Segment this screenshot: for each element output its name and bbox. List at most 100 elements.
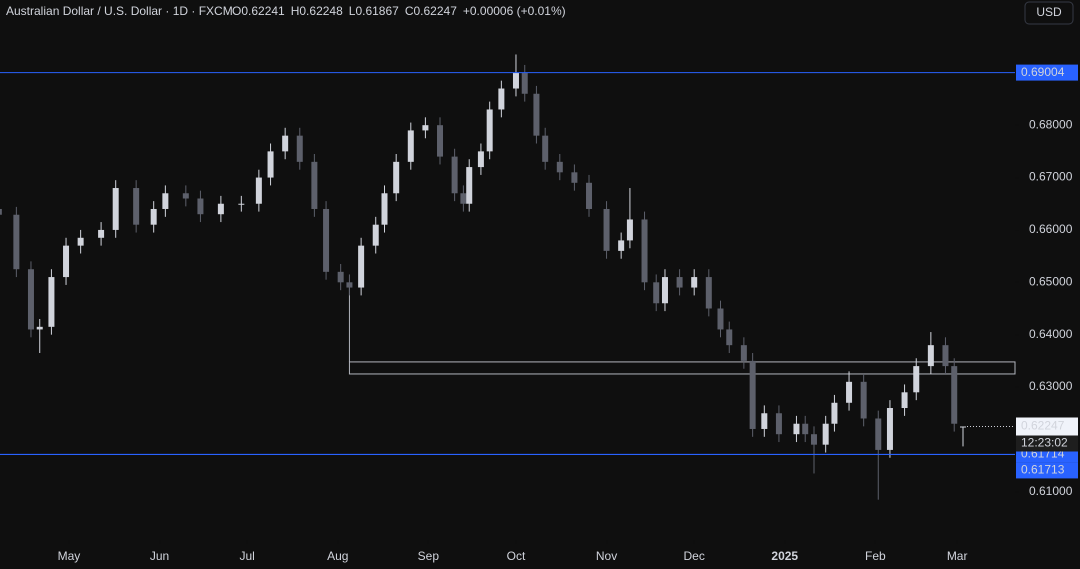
candle-body [521, 72, 528, 94]
candle-body [197, 198, 204, 215]
candle-body [951, 366, 958, 424]
candle-body [822, 423, 829, 445]
candle-body [717, 308, 724, 330]
candle-body [603, 208, 610, 251]
candle-body [913, 366, 920, 393]
candle-body [133, 188, 140, 225]
x-tick-label: Nov [596, 549, 617, 563]
candle-body [959, 426, 966, 428]
candle-body [586, 182, 593, 209]
candle-body [358, 245, 365, 288]
currency-label[interactable]: USD [1036, 5, 1062, 19]
candle-body [846, 381, 853, 403]
level-label-box [1016, 462, 1078, 479]
last-price-box [1016, 417, 1078, 436]
candle-body [860, 381, 867, 419]
ohlc-value: +0.00006 (+0.01%) [463, 4, 566, 18]
x-tick-label: Aug [327, 549, 348, 563]
candle-body [437, 125, 444, 157]
candle-body [162, 193, 169, 209]
candle-body [346, 282, 353, 288]
ohlc-value: C0.62247 [405, 4, 457, 18]
candle-body [726, 329, 733, 346]
candle-body [451, 156, 458, 194]
chart-title: Australian Dollar / U.S. Dollar · 1D · F… [6, 4, 233, 18]
level-label-box [1016, 64, 1078, 81]
candle-body [112, 188, 119, 230]
candle-body [626, 219, 633, 241]
candle-body [372, 224, 379, 246]
candle-body [875, 418, 882, 450]
x-tick-label: Dec [684, 549, 705, 563]
candle-body [571, 172, 578, 183]
candle-body [705, 277, 712, 309]
candle-body [255, 177, 262, 204]
y-tick-label: 0.66000 [1029, 222, 1073, 236]
y-tick-label: 0.61000 [1029, 484, 1073, 498]
candle-body [77, 237, 84, 246]
candle-body [150, 208, 157, 225]
candle-body [486, 109, 493, 152]
candle-body [498, 88, 505, 110]
candle-body [13, 214, 20, 270]
y-tick-label: 0.68000 [1029, 117, 1073, 131]
candle-body [0, 208, 2, 215]
x-tick-label: 2025 [771, 549, 798, 563]
candle-body [36, 326, 43, 330]
candle-body [942, 345, 949, 367]
candle-body [542, 135, 549, 162]
x-tick-label: Jul [240, 549, 255, 563]
candle-body [182, 193, 189, 199]
candle-body [749, 360, 756, 429]
candle-body [533, 93, 540, 136]
zone [348, 361, 1016, 375]
countdown: 12:23:02 [1021, 436, 1068, 450]
candle-body [761, 413, 768, 429]
y-tick-label: 0.67000 [1029, 170, 1073, 184]
candle-body [323, 208, 330, 272]
level-label: 0.61713 [1021, 463, 1065, 477]
y-tick-label: 0.64000 [1029, 327, 1073, 341]
y-tick-label: 0.63000 [1029, 379, 1073, 393]
candle-body [927, 345, 934, 367]
candle-body [63, 245, 70, 278]
ohlc-value: O0.62241 [232, 4, 285, 18]
candle-body [901, 392, 908, 409]
candle-body [556, 161, 563, 173]
candle-body [661, 277, 668, 304]
candle-body [793, 423, 800, 435]
candle-body [238, 203, 245, 205]
candle-body [466, 167, 473, 204]
x-tick-label: Feb [865, 549, 886, 563]
candle-body [267, 151, 274, 178]
candle-body [98, 229, 105, 238]
candle-body [477, 151, 484, 168]
candle-body [337, 271, 344, 283]
x-tick-label: Sep [418, 549, 440, 563]
candle-body [831, 402, 838, 424]
candle-body [641, 219, 648, 283]
ohlc-value: H0.62248 [291, 4, 343, 18]
y-tick-label: 0.65000 [1029, 274, 1073, 288]
ohlc-value: L0.61867 [349, 4, 399, 18]
candle-body [653, 282, 660, 304]
countdown-box [1016, 435, 1078, 452]
candle-body [296, 135, 303, 162]
candle-body [393, 161, 400, 194]
candle-body [775, 413, 782, 435]
last-price-label: 0.62247 [1021, 419, 1065, 433]
x-tick-label: Oct [507, 549, 526, 563]
candle-body [48, 277, 55, 327]
x-tick-label: May [58, 549, 81, 563]
currency-button[interactable] [1024, 1, 1074, 25]
candle-body [27, 269, 34, 330]
candle-body [407, 130, 414, 162]
candle-body [676, 277, 683, 288]
candle-body [311, 161, 318, 209]
candle-body [422, 125, 429, 131]
candle-body [282, 135, 289, 152]
x-tick-label: Jun [150, 549, 169, 563]
level-label: 0.69004 [1021, 65, 1065, 79]
candle-body [460, 193, 467, 204]
